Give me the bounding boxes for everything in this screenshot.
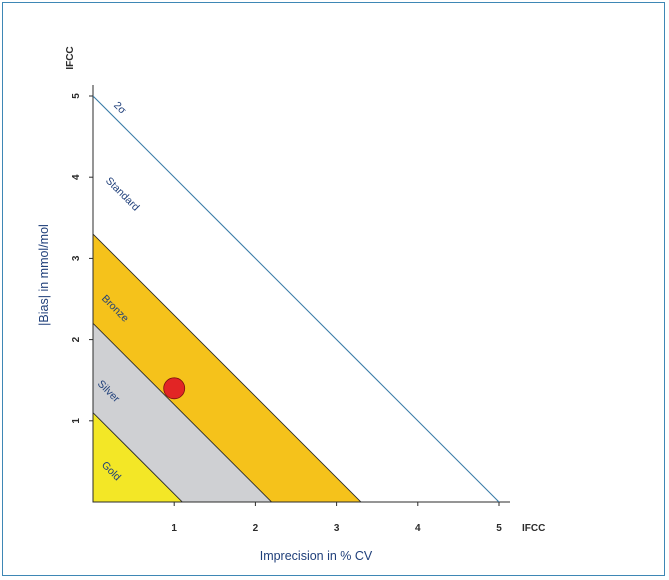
x-axis-title: Imprecision in % CV: [260, 549, 373, 563]
x-tick-label: 3: [334, 523, 340, 534]
y-tick-label: 3: [71, 255, 82, 261]
point-group: [163, 377, 186, 400]
ticks-group: 1 2 3 4 5 1 2 3 4 5: [71, 93, 502, 534]
y-tick-label: 4: [71, 174, 82, 180]
y-tick-label: 1: [71, 418, 82, 424]
x-tick-label: 5: [496, 523, 502, 534]
y-tick-label: 5: [71, 93, 82, 99]
x-tick-label: 1: [171, 523, 177, 534]
y-axis-title: |Bias| in mmol/mol: [37, 224, 51, 326]
y-axis-unit-label: IFCC: [65, 46, 76, 69]
x-tick-label: 4: [415, 523, 421, 534]
y-tick-label: 2: [71, 336, 82, 342]
two-sigma-line: [92, 95, 500, 503]
axes-group: [92, 85, 510, 503]
two-sigma-label: 2σ: [111, 99, 129, 117]
x-axis-unit-label: IFCC: [522, 523, 545, 534]
x-tick-label: 2: [253, 523, 259, 534]
data-point: [163, 377, 186, 400]
